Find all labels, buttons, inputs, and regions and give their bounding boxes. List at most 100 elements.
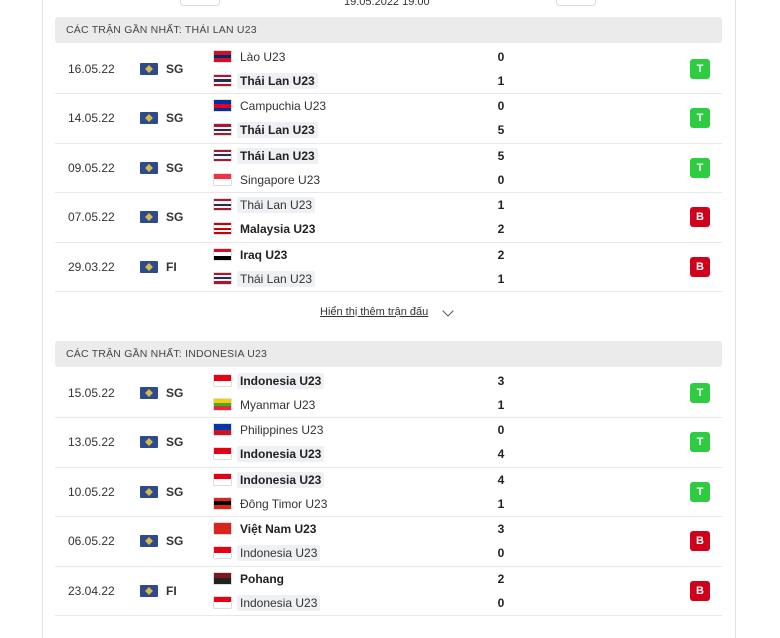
league-code: SG (166, 534, 184, 549)
result-badge: B (690, 531, 710, 552)
team-score: 1 (497, 74, 505, 88)
team-name: Thái Lan U23 (237, 197, 316, 214)
team-score: 0 (497, 546, 505, 561)
league-code: SG (166, 210, 184, 225)
match-date: 29.03.22 (68, 259, 115, 274)
team-flag (214, 100, 231, 112)
league-code: FI (166, 259, 177, 274)
league-code: SG (166, 386, 184, 400)
league-icon (140, 260, 158, 273)
team-flag (214, 497, 231, 509)
row-separator (55, 192, 722, 194)
league-code: SG (166, 111, 184, 126)
team-flag (214, 124, 231, 136)
team-score: 5 (497, 148, 505, 163)
team-score: 3 (497, 522, 505, 537)
row-separator (55, 142, 722, 144)
team-score: 2 (497, 247, 505, 262)
team-flag (214, 596, 231, 608)
league-icon (140, 112, 158, 125)
league-code: SG (166, 435, 184, 450)
team-flag (214, 399, 231, 410)
team-name: Malaysia U23 (240, 222, 316, 237)
section-header: CÁC TRẬN GẦN NHẤT: THÁI LAN U23 (55, 17, 722, 43)
team-name: Indonesia U23 (237, 471, 325, 488)
team-name: Pohang (240, 571, 284, 586)
team-score: 0 (497, 99, 505, 114)
team-score: 2 (497, 571, 505, 586)
league-icon (140, 436, 158, 449)
result-badge: T (690, 432, 710, 453)
row-separator (55, 516, 722, 518)
team-name: Myanmar U23 (240, 398, 316, 412)
result-badge: T (690, 383, 710, 403)
league-icon (140, 387, 158, 399)
team-name: Philippines U23 (240, 423, 324, 438)
result-badge: T (690, 481, 710, 502)
league-icon (140, 485, 158, 498)
team-score: 0 (497, 172, 505, 187)
team-flag (214, 149, 231, 161)
team-flag (214, 547, 231, 559)
team-score: 1 (497, 496, 505, 511)
team-name: Thái Lan U23 (237, 73, 318, 89)
league-code: SG (166, 160, 184, 175)
page: 19.05.2022 19:00 CÁC TRẬN GẦN NHẤT: THÁI… (0, 0, 780, 625)
team-name: Indonesia U23 (237, 594, 321, 611)
result-badge: B (690, 256, 710, 277)
league-code: SG (166, 484, 184, 499)
match-datetime: 19.05.2022 19:00 (344, 0, 430, 8)
result-badge: B (690, 207, 710, 228)
team-flag (214, 223, 231, 235)
team-score: 3 (497, 374, 505, 388)
row-separator (55, 417, 722, 419)
team-score: 1 (497, 198, 505, 213)
match-date: 16.05.22 (68, 62, 115, 76)
team-score: 1 (497, 271, 505, 286)
team-flag (214, 173, 231, 185)
league-icon (140, 535, 158, 548)
team-score: 5 (497, 123, 505, 138)
result-badge: T (690, 59, 710, 79)
team-name: Đông Timor U23 (240, 496, 328, 511)
team-name: Lào U23 (240, 50, 286, 64)
team-name: Indonesia U23 (237, 446, 325, 463)
nav-button[interactable] (180, 0, 220, 6)
team-score: 1 (497, 398, 505, 412)
team-name: Singapore U23 (240, 172, 321, 187)
league-icon (140, 584, 158, 597)
team-score: 0 (497, 595, 505, 610)
team-flag (214, 448, 231, 460)
match-date: 07.05.22 (68, 210, 115, 225)
team-name: Indonesia U23 (237, 545, 321, 562)
section-header: CÁC TRẬN GẦN NHẤT: INDONESIA U23 (55, 341, 722, 367)
team-flag (214, 51, 231, 62)
row-separator (55, 241, 722, 243)
team-flag (214, 473, 231, 485)
show-more-link[interactable]: Hiển thị thêm trận đấu (320, 306, 429, 318)
league-icon (140, 63, 158, 75)
team-name: Thái Lan U23 (237, 122, 318, 139)
nav-button[interactable] (556, 0, 596, 6)
content-panel (42, 0, 736, 638)
row-separator (55, 93, 722, 95)
team-name: Việt Nam U23 (240, 522, 317, 537)
team-name: Thái Lan U23 (237, 270, 316, 287)
team-flag (214, 199, 231, 211)
match-date: 15.05.22 (68, 386, 115, 400)
row-separator (55, 466, 722, 468)
league-icon (140, 161, 158, 174)
match-date: 06.05.22 (68, 534, 115, 549)
match-date: 13.05.22 (68, 435, 115, 450)
team-flag (214, 523, 231, 535)
result-badge: T (690, 108, 710, 129)
match-date: 10.05.22 (68, 484, 115, 499)
team-flag (214, 248, 231, 260)
row-separator (55, 565, 722, 567)
match-date: 09.05.22 (68, 160, 115, 175)
team-name: Iraq U23 (240, 247, 288, 262)
match-date: 14.05.22 (68, 111, 115, 126)
team-score: 2 (497, 222, 505, 237)
team-score: 4 (497, 472, 505, 487)
row-separator (55, 615, 722, 616)
